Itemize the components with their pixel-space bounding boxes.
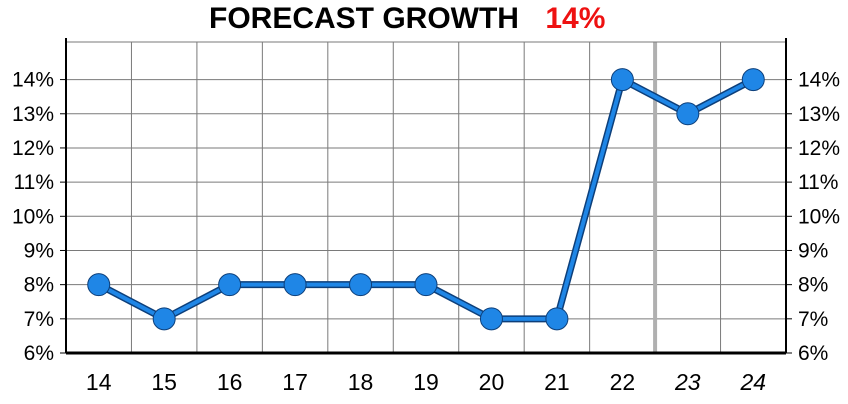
- y-tick-label-right: 6%: [798, 342, 828, 365]
- x-tick-label: 14: [86, 369, 112, 395]
- chart-title: FORECAST GROWTH 14%: [209, 2, 605, 35]
- x-tick-label: 19: [413, 369, 439, 395]
- y-tick-label-left: 9%: [24, 239, 54, 262]
- data-point: [152, 307, 176, 331]
- y-tick-label-right: 8%: [798, 274, 828, 297]
- data-point: [545, 307, 569, 331]
- data-point: [479, 307, 503, 331]
- y-tick-label-left: 10%: [12, 205, 54, 228]
- chart-title-label: FORECAST GROWTH: [209, 2, 519, 35]
- data-point: [741, 68, 765, 92]
- y-tick-label-left: 11%: [14, 171, 54, 194]
- x-tick-label: 21: [544, 369, 570, 395]
- y-tick-label-right: 9%: [798, 239, 828, 262]
- y-tick-label-right: 12%: [798, 137, 840, 160]
- x-tick-label: 24: [739, 369, 766, 395]
- data-point: [349, 273, 373, 297]
- data-point: [87, 273, 111, 297]
- y-tick-label-right: 7%: [798, 308, 828, 331]
- tick-layer: 6% 6% 7% 7% 8% 8% 9% 9% 10% 10% 11% 11% 12% 12% 13% 13%…: [12, 69, 840, 395]
- data-point: [414, 273, 438, 297]
- chart-title-value: 14%: [545, 2, 605, 35]
- x-tick-label: 23: [674, 369, 701, 395]
- x-tick-label: 15: [151, 369, 177, 395]
- data-point: [610, 68, 634, 92]
- y-tick-label-right: 11%: [798, 171, 838, 194]
- x-tick-label: 17: [282, 369, 308, 395]
- y-tick-label-left: 12%: [12, 137, 54, 160]
- y-tick-label-left: 14%: [12, 69, 54, 92]
- y-tick-label-left: 6%: [24, 342, 54, 365]
- x-tick-label: 18: [348, 369, 374, 395]
- grid-layer: [60, 38, 792, 355]
- data-point: [218, 273, 242, 297]
- series-layer: [87, 68, 765, 331]
- y-tick-label-left: 7%: [24, 308, 54, 331]
- y-tick-label-right: 13%: [798, 103, 840, 126]
- y-tick-label-left: 13%: [12, 103, 54, 126]
- y-tick-label-right: 14%: [798, 69, 840, 92]
- x-tick-label: 16: [217, 369, 243, 395]
- data-point: [283, 273, 307, 297]
- data-point: [676, 102, 700, 126]
- y-tick-label-left: 8%: [24, 274, 54, 297]
- y-tick-label-right: 10%: [798, 205, 840, 228]
- x-tick-label: 20: [479, 369, 505, 395]
- x-tick-label: 22: [610, 369, 636, 395]
